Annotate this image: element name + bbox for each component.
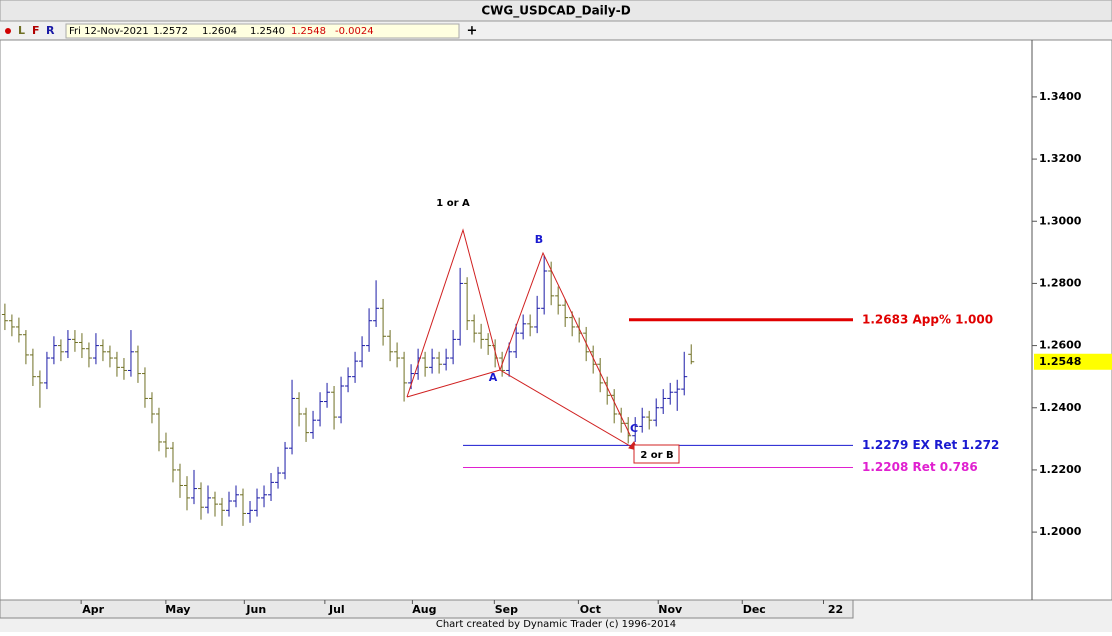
level-label: 1.2683 App% 1.000 — [862, 312, 993, 326]
x-tick-label: 22 — [828, 603, 843, 616]
toolbar-button[interactable]: L — [18, 24, 25, 37]
chart-title: CWG_USDCAD_Daily-D — [481, 4, 630, 19]
info-change: -0.0024 — [335, 26, 374, 37]
wave-label: 1 or A — [436, 198, 470, 209]
x-tick-label: Jul — [328, 603, 345, 616]
toolbar-button[interactable]: F — [32, 24, 40, 37]
toolbar-button[interactable]: R — [46, 24, 55, 37]
pattern-leg — [406, 228, 501, 398]
title-bar — [0, 0, 1112, 22]
x-tick-label: Dec — [743, 603, 766, 616]
x-tick-label: Oct — [580, 603, 601, 616]
info-box — [65, 23, 460, 39]
target-box — [633, 444, 680, 464]
wave-label: A — [489, 371, 498, 384]
info-open: 1.2572 — [153, 26, 188, 37]
y-tick-label: 1.3000 — [1039, 214, 1082, 227]
pattern-leg — [499, 251, 631, 436]
level-label: 1.2279 EX Ret 1.272 — [862, 438, 999, 452]
info-low: 1.2540 — [250, 26, 285, 37]
x-tick-label: Jun — [245, 603, 266, 616]
level-label: 1.2208 Ret 0.786 — [862, 460, 978, 474]
y-tick-label: 1.3200 — [1039, 152, 1082, 165]
y-tick-label: 1.2200 — [1039, 463, 1082, 476]
target-label: 2 or B — [640, 450, 673, 461]
y-tick-label: 1.2600 — [1039, 339, 1082, 352]
y-tick-label: 1.2800 — [1039, 276, 1082, 289]
x-tick-label: Sep — [495, 603, 518, 616]
add-button[interactable]: + — [467, 24, 478, 39]
wave-label: B — [535, 233, 543, 246]
record-dot[interactable] — [5, 28, 11, 34]
marks: 1.2000 1.2200 1.2400 1.2600 1.2800 1.3000 1.32… — [1, 90, 1112, 616]
plot-area — [0, 39, 1112, 601]
info-date: Fri 12-Nov-2021 — [69, 26, 149, 37]
last-price-box — [1034, 353, 1112, 370]
y-tick-label: 1.2000 — [1039, 525, 1082, 538]
last-price-label: 1.2548 — [1039, 355, 1081, 368]
y-tick-label: 1.2400 — [1039, 401, 1082, 414]
projection-line — [499, 369, 638, 451]
info-close: 1.2548 — [291, 26, 326, 37]
x-tick-label: Aug — [412, 603, 436, 616]
x-tick-label: May — [165, 603, 190, 616]
info-high: 1.2604 — [202, 26, 237, 37]
footer: Chart created by Dynamic Trader (c) 1996… — [436, 619, 676, 630]
wave-label: C — [630, 422, 638, 435]
x-tick-label: Nov — [658, 603, 683, 616]
x-tick-label: Apr — [82, 603, 104, 616]
time-axis — [0, 599, 854, 619]
y-tick-label: 1.3400 — [1039, 90, 1082, 103]
